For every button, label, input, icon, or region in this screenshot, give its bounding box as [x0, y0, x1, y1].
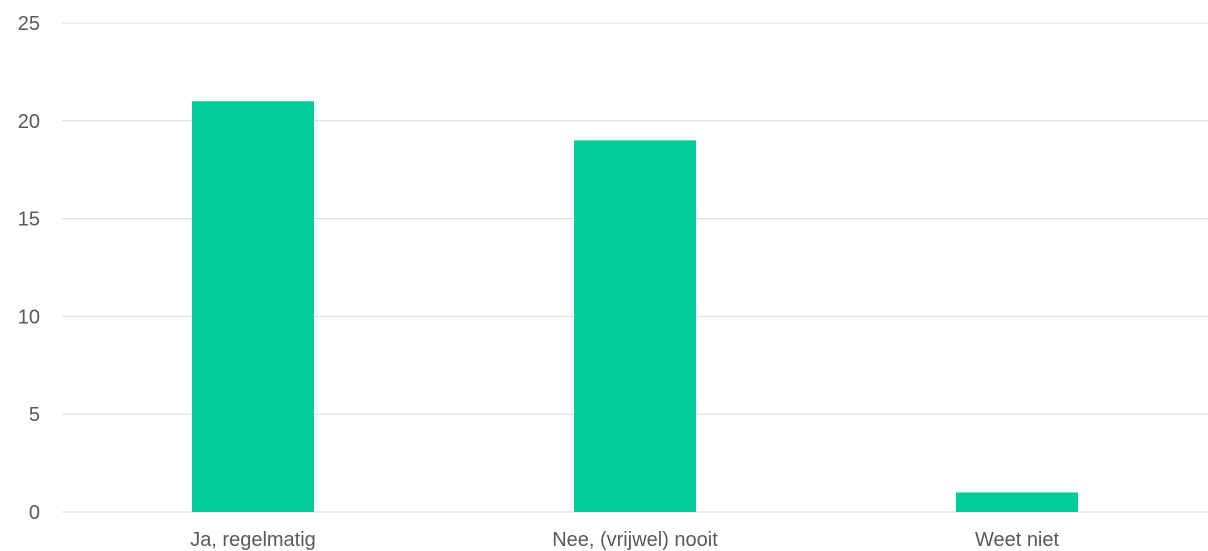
y-tick-label: 10	[18, 306, 40, 328]
category-label: Nee, (vrijwel) nooit	[552, 529, 718, 551]
y-tick-label: 0	[29, 502, 40, 524]
category-label: Ja, regelmatig	[190, 529, 316, 551]
bar-2	[574, 140, 696, 513]
y-axis-tick-labels: 0 5 10 15 20 25	[18, 13, 40, 524]
y-tick-label: 25	[18, 13, 40, 35]
bar-1	[192, 101, 314, 513]
x-axis-category-labels: Ja, regelmatig Nee, (vrijwel) nooit Weet n…	[190, 529, 1059, 551]
y-tick-label: 20	[18, 111, 40, 133]
bar-3	[956, 492, 1078, 512]
y-tick-label: 15	[18, 209, 40, 231]
bars	[192, 101, 1078, 513]
y-tick-label: 5	[29, 404, 40, 426]
category-label: Weet niet	[975, 529, 1060, 551]
